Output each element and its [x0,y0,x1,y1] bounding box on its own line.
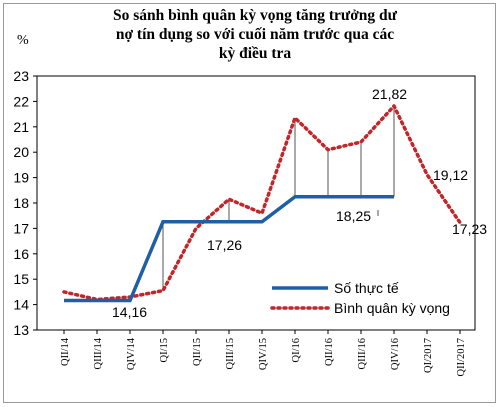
y-tick-label: 13 [13,322,29,338]
data-label: 14,16 [112,304,147,320]
x-tick-label: QII/16 [324,338,335,366]
x-tick-label: QI/2017 [423,338,434,373]
chart-title: So sánh bình quân kỳ vọng tăng trưởng dư… [60,6,450,63]
chart-title-line-3: kỳ điều tra [218,45,292,62]
x-tick-label: QIV/14 [126,337,137,370]
x-tick-label: QIII/15 [225,338,236,370]
data-annotations: 14,16 17,26 18,25 21,82 19,12 17,23 [112,86,487,320]
legend-label-actual: Số thực tế [334,280,399,296]
series-lines [62,104,462,303]
y-tick-label: 18 [13,195,29,211]
data-label: 17,26 [207,237,242,253]
plot-area-border [36,75,476,331]
x-tick-label: QI/16 [291,338,302,363]
x-tick-label: QI/15 [159,338,170,363]
difference-drop-lines [162,105,395,291]
y-axis-unit-label: % [17,33,29,48]
y-tick-label: 15 [13,271,29,287]
y-tick-label: 16 [13,246,29,262]
y-tick-label: 20 [13,144,29,160]
chart-title-line-1: So sánh bình quân kỳ vọng tăng trưởng dư [113,7,397,24]
y-tick-label: 23 [13,68,29,84]
x-tick-label: QIII/16 [357,338,368,370]
x-tick-label: QII/2017 [456,338,467,377]
x-tick-label: QIII/14 [93,337,104,369]
y-tick-label: 21 [13,119,29,135]
data-label: 17,23 [452,221,487,237]
series-line-expected-average [62,104,462,302]
data-label: 18,25 [336,208,371,224]
x-tick-label: QIV/16 [390,338,401,370]
series-line-actual [64,194,394,303]
data-label: 21,82 [372,86,407,102]
x-tick-label: QIV/15 [258,338,269,370]
legend: Số thực tế Bình quân kỳ vọng [270,280,450,316]
y-tick-label: 17 [13,220,29,236]
y-tick-label: 22 [13,93,29,109]
y-axis-ticks: 13 14 15 16 17 18 19 20 21 22 23 [13,68,37,338]
chart-title-line-2: nợ tín dụng so với cuối năm trước qua cá… [115,26,395,43]
data-label: 19,12 [433,167,468,183]
chart-frame [3,3,496,403]
x-tick-label: QII/14 [60,337,71,366]
y-tick-label: 19 [13,170,29,186]
legend-label-expected: Bình quân kỳ vọng [334,300,450,316]
x-axis-ticks: QII/14 QIII/14 QIV/14 QI/15 QII/15 QIII/15 QIV… [60,330,467,377]
y-tick-label: 14 [13,297,29,313]
x-tick-label: QII/15 [192,338,203,366]
